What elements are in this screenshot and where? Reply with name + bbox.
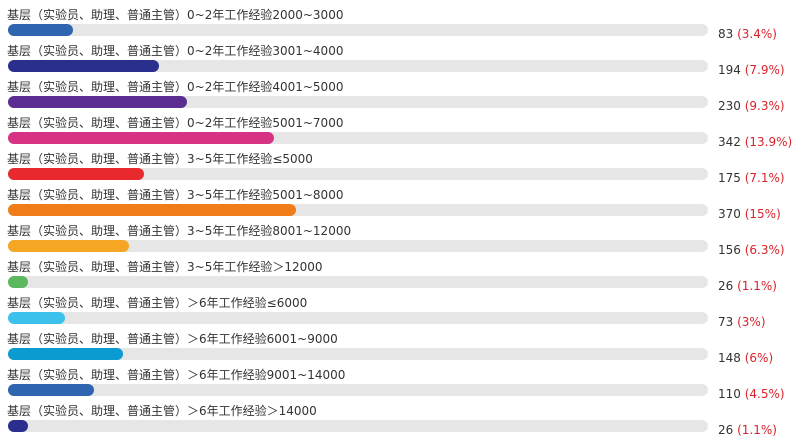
bar-row: 基层（实验员、助理、普通主管）3~5年工作经验5001~8000 370 (15%…: [0, 187, 811, 223]
count-value: 73: [718, 315, 734, 329]
value-label: 26 (1.1%): [718, 422, 777, 438]
bar: [8, 348, 123, 360]
bar-track: [8, 348, 708, 360]
percent-value: (15%): [744, 207, 781, 221]
percent-value: (13.9%): [744, 135, 793, 149]
percent-value: (7.1%): [744, 171, 785, 185]
value-label: 370 (15%): [718, 206, 781, 222]
percent-value: (9.3%): [744, 99, 785, 113]
count-value: 194: [718, 63, 741, 77]
category-label: 基层（实验员、助理、普通主管）3~5年工作经验8001~12000: [7, 224, 352, 238]
bar-track: [8, 168, 708, 180]
percent-value: (1.1%): [737, 423, 777, 437]
bar-row: 基层（实验员、助理、普通主管）0~2年工作经验4001~5000 230 (9.3…: [0, 79, 811, 115]
bar-row: 基层（实验员、助理、普通主管）＞6年工作经验6001~9000 148 (6%): [0, 331, 811, 367]
bar: [8, 384, 94, 396]
count-value: 342: [718, 135, 741, 149]
bar-track: [8, 96, 708, 108]
percent-value: (6.3%): [744, 243, 785, 257]
category-label: 基层（实验员、助理、普通主管）＞6年工作经验6001~9000: [7, 332, 338, 346]
bar-row: 基层（实验员、助理、普通主管）0~2年工作经验3001~4000 194 (7.9…: [0, 43, 811, 79]
bar: [8, 420, 28, 432]
count-value: 26: [718, 279, 734, 293]
bar-track: [8, 384, 708, 396]
bar-row: 基层（实验员、助理、普通主管）＞6年工作经验≤6000 73 (3%): [0, 295, 811, 331]
bar-track: [8, 24, 708, 36]
bar-row: 基层（实验员、助理、普通主管）3~5年工作经验＞12000 26 (1.1%): [0, 259, 811, 295]
bar: [8, 96, 187, 108]
category-label: 基层（实验员、助理、普通主管）＞6年工作经验＞14000: [7, 404, 317, 418]
count-value: 370: [718, 207, 741, 221]
value-label: 26 (1.1%): [718, 278, 777, 294]
bar-track: [8, 276, 708, 288]
value-label: 194 (7.9%): [718, 62, 785, 78]
bar-track: [8, 204, 708, 216]
count-value: 110: [718, 387, 741, 401]
value-label: 342 (13.9%): [718, 134, 792, 150]
percent-value: (1.1%): [737, 279, 777, 293]
count-value: 83: [718, 27, 734, 41]
percent-value: (3%): [737, 315, 766, 329]
bar-track: [8, 420, 708, 432]
bar-track: [8, 60, 708, 72]
bar-track: [8, 132, 708, 144]
category-label: 基层（实验员、助理、普通主管）0~2年工作经验2000~3000: [7, 8, 344, 22]
value-label: 156 (6.3%): [718, 242, 785, 258]
bar: [8, 240, 129, 252]
bar: [8, 168, 144, 180]
category-label: 基层（实验员、助理、普通主管）0~2年工作经验4001~5000: [7, 80, 344, 94]
value-label: 73 (3%): [718, 314, 766, 330]
category-label: 基层（实验员、助理、普通主管）0~2年工作经验5001~7000: [7, 116, 344, 130]
bar: [8, 24, 73, 36]
bar-row: 基层（实验员、助理、普通主管）＞6年工作经验9001~14000 110 (4.5…: [0, 367, 811, 403]
bar-track: [8, 312, 708, 324]
count-value: 148: [718, 351, 741, 365]
percent-value: (6%): [744, 351, 774, 365]
percent-value: (3.4%): [737, 27, 777, 41]
bar: [8, 276, 28, 288]
category-label: 基层（实验员、助理、普通主管）＞6年工作经验≤6000: [7, 296, 308, 310]
bar: [8, 132, 274, 144]
bar-row: 基层（实验员、助理、普通主管）0~2年工作经验2000~3000 83 (3.4%…: [0, 7, 811, 43]
count-value: 156: [718, 243, 741, 257]
value-label: 83 (3.4%): [718, 26, 777, 42]
category-label: 基层（实验员、助理、普通主管）3~5年工作经验5001~8000: [7, 188, 344, 202]
count-value: 230: [718, 99, 741, 113]
count-value: 26: [718, 423, 734, 437]
count-value: 175: [718, 171, 741, 185]
percent-value: (4.5%): [744, 387, 785, 401]
category-label: 基层（实验员、助理、普通主管）＞6年工作经验9001~14000: [7, 368, 346, 382]
bar-row: 基层（实验员、助理、普通主管）3~5年工作经验≤5000 175 (7.1%): [0, 151, 811, 187]
value-label: 175 (7.1%): [718, 170, 785, 186]
bar: [8, 312, 65, 324]
bar-row: 基层（实验员、助理、普通主管）3~5年工作经验8001~12000 156 (6.…: [0, 223, 811, 259]
bar-row: 基层（实验员、助理、普通主管）0~2年工作经验5001~7000 342 (13.…: [0, 115, 811, 151]
bar-row: 基层（实验员、助理、普通主管）＞6年工作经验＞14000 26 (1.1%): [0, 403, 811, 439]
bar-track: [8, 240, 708, 252]
category-label: 基层（实验员、助理、普通主管）0~2年工作经验3001~4000: [7, 44, 344, 58]
percent-value: (7.9%): [744, 63, 785, 77]
bar: [8, 60, 159, 72]
bar: [8, 204, 296, 216]
category-label: 基层（实验员、助理、普通主管）3~5年工作经验≤5000: [7, 152, 313, 166]
value-label: 110 (4.5%): [718, 386, 785, 402]
value-label: 230 (9.3%): [718, 98, 785, 114]
category-label: 基层（实验员、助理、普通主管）3~5年工作经验＞12000: [7, 260, 323, 274]
value-label: 148 (6%): [718, 350, 773, 366]
